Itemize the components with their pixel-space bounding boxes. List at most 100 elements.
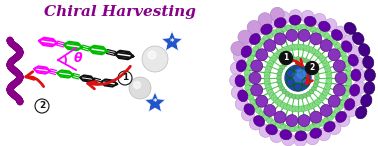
Circle shape (294, 133, 307, 146)
Circle shape (268, 90, 274, 96)
Circle shape (310, 26, 316, 32)
Circle shape (319, 30, 325, 36)
Circle shape (259, 111, 265, 117)
Circle shape (344, 104, 357, 117)
Circle shape (309, 62, 314, 67)
Circle shape (325, 84, 331, 90)
Circle shape (246, 29, 259, 42)
Circle shape (289, 45, 295, 51)
Circle shape (269, 92, 275, 98)
Circle shape (255, 21, 268, 34)
Circle shape (278, 83, 283, 88)
Circle shape (342, 35, 355, 48)
Circle shape (251, 84, 263, 96)
Circle shape (344, 60, 350, 66)
Circle shape (337, 114, 350, 127)
Circle shape (305, 61, 319, 74)
Circle shape (321, 58, 327, 64)
Circle shape (276, 75, 282, 80)
Circle shape (246, 90, 253, 96)
Circle shape (342, 55, 348, 62)
Circle shape (314, 75, 319, 80)
Circle shape (314, 72, 319, 77)
Circle shape (231, 41, 245, 55)
Ellipse shape (304, 16, 316, 26)
Circle shape (142, 46, 168, 72)
Circle shape (244, 75, 250, 81)
Circle shape (271, 30, 277, 36)
Ellipse shape (274, 18, 286, 28)
Circle shape (265, 69, 271, 75)
Circle shape (270, 7, 284, 21)
Circle shape (295, 106, 301, 112)
Circle shape (303, 58, 308, 63)
Circle shape (271, 55, 277, 61)
Circle shape (317, 53, 323, 59)
Circle shape (256, 95, 268, 107)
Ellipse shape (336, 111, 347, 122)
Circle shape (264, 72, 270, 78)
Text: 2: 2 (39, 101, 45, 111)
Circle shape (285, 91, 290, 96)
Circle shape (337, 103, 344, 110)
Circle shape (299, 57, 304, 62)
Circle shape (299, 94, 304, 99)
Circle shape (321, 92, 327, 98)
Circle shape (245, 85, 251, 91)
Circle shape (346, 75, 352, 81)
Circle shape (312, 49, 318, 55)
Circle shape (333, 60, 345, 72)
Circle shape (304, 105, 310, 111)
Circle shape (327, 114, 333, 121)
Circle shape (314, 28, 321, 34)
Circle shape (300, 24, 306, 31)
Circle shape (266, 63, 273, 69)
Circle shape (275, 28, 282, 34)
Circle shape (352, 57, 365, 70)
Circle shape (323, 32, 330, 39)
Circle shape (275, 51, 281, 57)
Circle shape (322, 90, 328, 96)
Circle shape (253, 103, 259, 110)
Circle shape (249, 117, 262, 130)
Circle shape (271, 120, 277, 126)
Circle shape (269, 58, 275, 64)
Text: 1: 1 (122, 73, 128, 82)
Circle shape (282, 89, 287, 94)
Circle shape (333, 84, 345, 96)
Ellipse shape (241, 46, 252, 57)
Circle shape (309, 89, 314, 94)
Circle shape (133, 81, 141, 88)
Circle shape (307, 104, 313, 110)
Text: θ: θ (74, 52, 82, 65)
Text: *: * (170, 38, 174, 46)
Circle shape (298, 29, 310, 41)
Circle shape (274, 33, 286, 45)
Circle shape (334, 42, 341, 49)
Circle shape (310, 48, 316, 54)
Ellipse shape (235, 75, 245, 87)
Circle shape (313, 13, 326, 26)
Circle shape (319, 95, 325, 101)
Ellipse shape (332, 29, 342, 40)
Circle shape (312, 101, 318, 107)
Circle shape (292, 94, 297, 99)
Circle shape (289, 105, 295, 111)
Circle shape (286, 45, 292, 51)
Ellipse shape (359, 44, 370, 56)
Circle shape (325, 66, 331, 72)
Circle shape (290, 24, 296, 31)
Circle shape (278, 101, 284, 107)
Circle shape (326, 78, 332, 84)
Ellipse shape (355, 106, 367, 119)
Circle shape (247, 20, 261, 34)
Circle shape (325, 81, 332, 87)
Circle shape (310, 102, 316, 108)
Circle shape (244, 80, 251, 86)
Circle shape (331, 111, 337, 117)
Circle shape (265, 81, 271, 87)
Circle shape (283, 46, 289, 52)
Circle shape (305, 25, 311, 31)
Ellipse shape (261, 24, 272, 35)
Circle shape (334, 26, 347, 39)
